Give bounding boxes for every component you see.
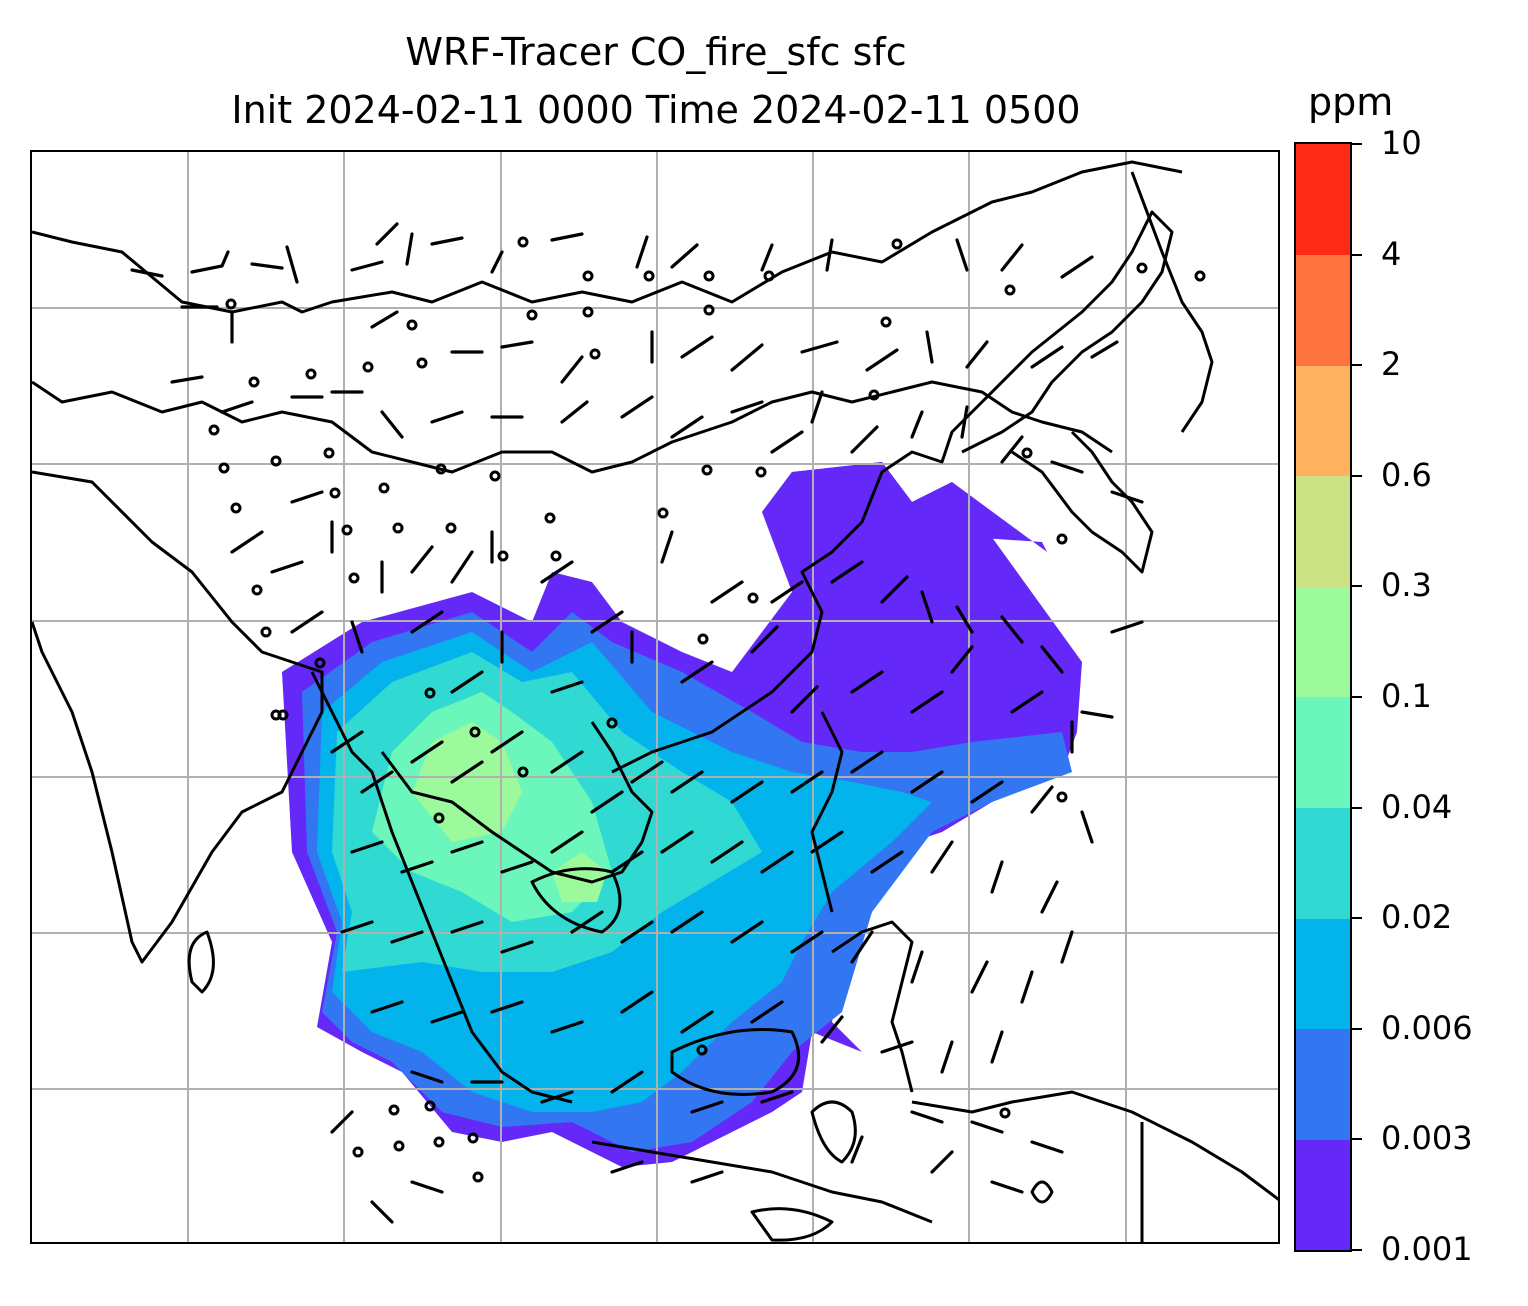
- colorbar-band: [1296, 1139, 1350, 1250]
- map-title-line1: WRF-Tracer CO_fire_sfc sfc: [405, 30, 907, 74]
- calm-circles: [208, 236, 1206, 1183]
- colorbar-tick-label: 0.006: [1381, 1008, 1473, 1047]
- colorbar-tick: [1352, 1027, 1362, 1030]
- map-svg: [32, 152, 1278, 1242]
- colorbar-tick: [1352, 143, 1362, 145]
- colorbar-tick-label: 0.6: [1381, 455, 1432, 494]
- colorbar-tick-label: 0.001: [1381, 1230, 1473, 1268]
- colorbar-tick: [1352, 1249, 1362, 1251]
- colorbar-unit-label: ppm: [1308, 80, 1394, 124]
- colorbar-tick: [1352, 253, 1362, 256]
- map-gridlines: [32, 152, 1278, 1242]
- colorbar-tick-label: 0.003: [1381, 1119, 1473, 1158]
- colorbar-tick: [1352, 364, 1362, 367]
- colorbar-tick: [1352, 696, 1362, 698]
- colorbar-band: [1296, 697, 1350, 808]
- colorbar-band: [1296, 807, 1350, 919]
- colorbar-band: [1296, 254, 1350, 366]
- map-title-line2: Init 2024-02-11 0000 Time 2024-02-11 050…: [231, 88, 1081, 132]
- colorbar-tick: [1352, 474, 1362, 477]
- colorbar-tick: [1352, 917, 1362, 920]
- colorbar-tick-label: 0.3: [1381, 566, 1432, 605]
- colorbar-tick-label: 0.1: [1381, 677, 1432, 715]
- colorbar-band: [1296, 365, 1350, 477]
- colorbar-band: [1296, 144, 1350, 255]
- colorbar-band: [1296, 586, 1350, 698]
- colorbar-band: [1296, 475, 1350, 587]
- wind-barbs: [130, 222, 1144, 1224]
- co-level-0.001-north: [762, 462, 1047, 552]
- map-panel: [30, 150, 1280, 1244]
- colorbar-band: [1296, 918, 1350, 1030]
- colorbar-tick: [1352, 1138, 1362, 1141]
- coastlines-borders: [32, 160, 1278, 1242]
- colorbar-tick-label: 2: [1381, 345, 1402, 384]
- co-level-0.1-south: [552, 852, 607, 902]
- colorbar-tick: [1352, 585, 1362, 588]
- colorbar-tick-label: 10: [1381, 124, 1422, 162]
- colorbar-tick-label: 4: [1381, 234, 1402, 273]
- co-fire-field: [282, 462, 1082, 1167]
- colorbar-tick-label: 0.02: [1381, 898, 1453, 937]
- colorbar: [1294, 142, 1352, 1252]
- colorbar-tick: [1352, 806, 1362, 809]
- colorbar-band: [1296, 1028, 1350, 1140]
- colorbar-tick-label: 0.04: [1381, 787, 1453, 826]
